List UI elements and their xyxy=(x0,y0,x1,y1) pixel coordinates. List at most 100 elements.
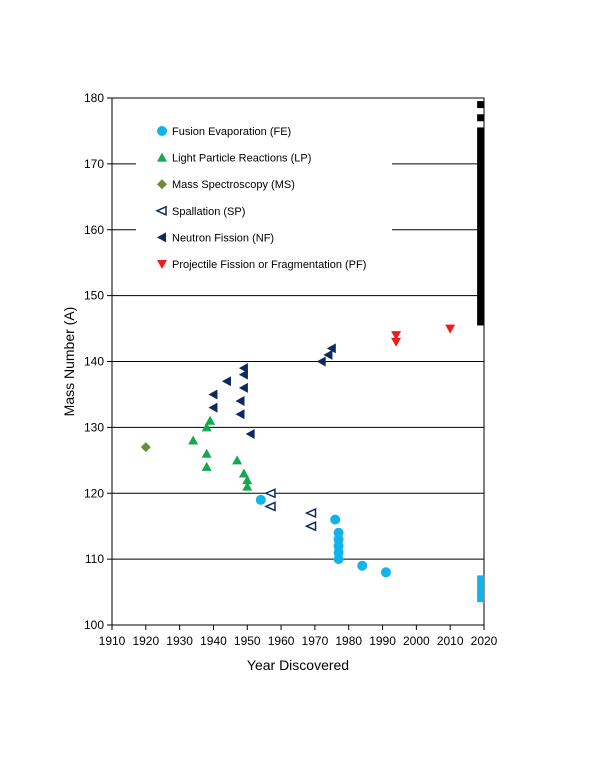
legend-marker xyxy=(155,205,167,216)
x-tick-label: 1970 xyxy=(302,634,329,648)
x-tick-label: 1940 xyxy=(200,634,227,648)
y-tick-label: 180 xyxy=(84,91,104,105)
data-point xyxy=(477,285,485,293)
data-point xyxy=(477,278,485,286)
data-point xyxy=(477,127,485,135)
data-point xyxy=(221,376,231,387)
legend-marker xyxy=(157,152,167,162)
legend-item: Spallation (SP) xyxy=(155,205,245,218)
data-point xyxy=(304,521,317,532)
y-tick-label: 110 xyxy=(85,552,104,566)
data-point xyxy=(477,298,485,306)
data-point xyxy=(477,272,485,280)
data-point xyxy=(201,448,212,458)
data-point xyxy=(333,554,344,565)
y-tick-label: 120 xyxy=(84,486,104,500)
y-tick-label: 150 xyxy=(84,289,104,303)
x-tick-label: 1960 xyxy=(268,634,295,648)
data-point xyxy=(477,186,485,194)
data-point xyxy=(477,199,485,207)
data-point xyxy=(477,595,485,603)
data-point xyxy=(201,461,212,471)
y-tick-label: 170 xyxy=(84,157,104,171)
data-point xyxy=(242,481,253,491)
data-point xyxy=(242,475,253,485)
x-tick-label: 1920 xyxy=(132,634,159,648)
data-point xyxy=(477,160,485,168)
data-point xyxy=(477,246,485,254)
x-tick-label: 2020 xyxy=(471,634,498,648)
data-point xyxy=(477,153,485,161)
legend-marker xyxy=(157,126,167,136)
legend-label: Mass Spectroscopy (MS) xyxy=(172,179,295,191)
data-point xyxy=(477,101,485,109)
legend-marker xyxy=(157,232,166,243)
data-points xyxy=(140,101,485,603)
data-point xyxy=(477,147,485,155)
data-point xyxy=(238,363,248,374)
legend-marker xyxy=(157,260,167,269)
data-point xyxy=(264,501,276,512)
data-point xyxy=(477,140,485,148)
data-point xyxy=(477,180,485,188)
data-point xyxy=(477,239,485,247)
x-tick-label: 1980 xyxy=(335,634,362,648)
data-point xyxy=(238,369,248,380)
data-point xyxy=(323,349,333,360)
legend-marker xyxy=(157,179,167,190)
x-tick-label: 2000 xyxy=(403,634,430,648)
x-tick-label: 1990 xyxy=(369,634,396,648)
data-point xyxy=(477,206,485,214)
x-tick-label: 2010 xyxy=(437,634,464,648)
y-tick-label: 100 xyxy=(84,618,104,632)
data-point xyxy=(477,311,485,319)
legend-label: Spallation (SP) xyxy=(172,206,245,218)
data-point xyxy=(330,514,341,525)
data-point xyxy=(238,468,249,478)
data-point xyxy=(238,382,248,393)
x-tick-label: 1950 xyxy=(234,634,261,648)
data-point xyxy=(264,488,276,499)
data-point xyxy=(391,331,402,341)
data-point xyxy=(205,415,216,425)
data-point xyxy=(477,226,485,234)
data-point xyxy=(245,428,255,439)
legend-label: Projectile Fission or Fragmentation (PF) xyxy=(172,259,366,271)
data-point xyxy=(445,324,456,334)
data-point xyxy=(140,442,151,453)
data-point xyxy=(477,318,485,326)
legend-label: Neutron Fission (NF) xyxy=(172,232,274,244)
data-point xyxy=(477,114,485,122)
legend-background xyxy=(136,118,392,280)
y-tick-label: 130 xyxy=(84,420,104,434)
x-axis: 1910 1920 1930 1940 1950 1960 1970 1980 1990 2000… xyxy=(99,625,498,648)
data-point xyxy=(357,560,368,571)
y-axis: 100 110 120 130 140 150 160 170 180 xyxy=(84,91,112,632)
data-point xyxy=(391,337,402,347)
x-axis-title: Year Discovered xyxy=(247,657,349,673)
legend-item: Projectile Fission or Fragmentation (PF) xyxy=(157,259,366,271)
data-point xyxy=(477,292,485,300)
data-point xyxy=(477,575,485,583)
data-point xyxy=(208,402,218,413)
data-point xyxy=(477,581,485,589)
data-point xyxy=(477,166,485,174)
legend-item: Light Particle Reactions (LP) xyxy=(157,152,311,165)
data-point xyxy=(477,173,485,181)
data-point xyxy=(326,343,336,354)
data-point xyxy=(232,455,243,465)
data-point xyxy=(208,389,218,400)
data-point xyxy=(380,567,391,578)
data-point xyxy=(477,252,485,260)
data-point xyxy=(477,134,485,142)
data-point xyxy=(316,356,326,367)
y-tick-label: 140 xyxy=(84,355,104,369)
legend: Fusion Evaporation (FE) Light Particle Re… xyxy=(155,126,366,271)
data-point xyxy=(201,422,212,432)
x-tick-label: 1910 xyxy=(99,634,126,648)
legend-item: Mass Spectroscopy (MS) xyxy=(157,179,295,191)
data-point xyxy=(235,409,245,420)
data-point xyxy=(477,219,485,227)
y-axis-title: Mass Number (A) xyxy=(61,307,77,417)
